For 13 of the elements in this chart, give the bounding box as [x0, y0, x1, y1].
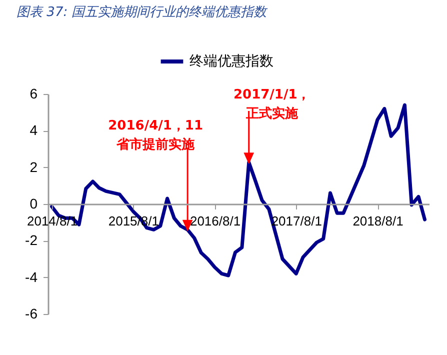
annotation: 2017/1/1，正式实施 — [233, 87, 310, 122]
annotation: 2016/4/1，11省市提前实施 — [108, 118, 203, 153]
x-tick-label: 2018/8/1 — [352, 214, 404, 228]
y-tick-label: -6 — [25, 306, 38, 322]
y-tick-label: 0 — [30, 196, 38, 212]
legend-label: 终端优惠指数 — [190, 54, 274, 70]
y-tick-label: 6 — [30, 86, 38, 102]
y-tick-label: 4 — [30, 122, 38, 138]
y-tick-label: 2 — [30, 158, 38, 175]
y-tick-label: -2 — [25, 232, 38, 248]
y-tick-label: -4 — [25, 268, 38, 285]
chart-title: 图表 37: 国五实施期间行业的终端优惠指数 — [16, 5, 269, 20]
x-tick-label: 2016/8/1 — [190, 214, 241, 228]
